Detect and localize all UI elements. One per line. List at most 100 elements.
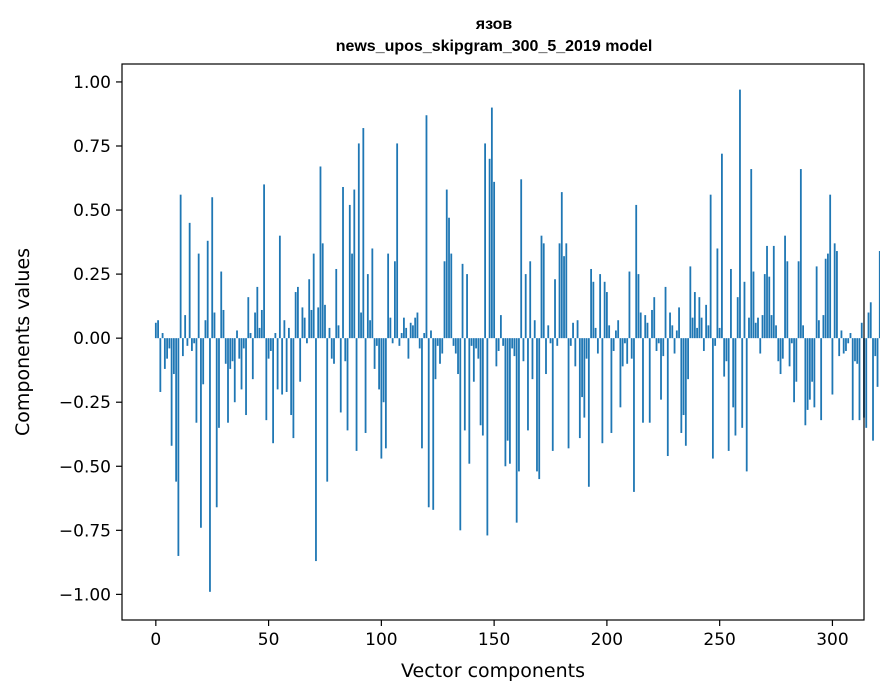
bar xyxy=(858,338,861,421)
bar xyxy=(463,338,466,431)
bar xyxy=(772,245,775,339)
bar xyxy=(378,338,380,390)
bar xyxy=(743,281,746,339)
bar xyxy=(533,320,536,339)
x-tick-label: 300 xyxy=(816,630,848,650)
y-tick-label: 1.00 xyxy=(73,73,111,93)
bar xyxy=(297,286,299,339)
bar xyxy=(330,338,333,359)
bar xyxy=(351,253,353,339)
bar xyxy=(639,312,642,339)
bar xyxy=(777,338,780,362)
bar xyxy=(827,253,829,339)
bar xyxy=(382,338,385,403)
bar xyxy=(876,338,879,387)
bar xyxy=(414,317,417,339)
bar xyxy=(750,169,753,339)
bar xyxy=(227,338,229,423)
bar xyxy=(854,338,856,362)
bar xyxy=(337,325,340,339)
bar xyxy=(833,243,836,339)
x-tick-label: 200 xyxy=(591,630,623,650)
bar xyxy=(797,261,800,339)
bar xyxy=(554,279,556,339)
bar xyxy=(269,338,272,351)
bar xyxy=(285,338,288,392)
bar xyxy=(502,338,505,346)
bar xyxy=(389,317,392,339)
bar xyxy=(497,338,500,351)
bar xyxy=(222,309,225,339)
bar xyxy=(838,338,841,357)
bar xyxy=(730,268,732,339)
bar xyxy=(477,338,480,359)
x-tick-label: 100 xyxy=(365,630,397,650)
bar xyxy=(781,338,784,359)
bar xyxy=(822,315,825,339)
bar xyxy=(574,338,577,367)
bar xyxy=(202,338,205,385)
bar xyxy=(157,320,159,339)
bar xyxy=(585,338,588,359)
bar xyxy=(209,338,211,592)
bar xyxy=(545,338,547,375)
bar xyxy=(581,338,583,398)
bar xyxy=(522,338,525,362)
bar xyxy=(398,338,401,346)
bar xyxy=(829,194,832,339)
bar xyxy=(549,338,552,344)
bar xyxy=(472,338,475,382)
bar xyxy=(231,338,234,362)
bar xyxy=(851,338,854,421)
bar xyxy=(799,169,802,339)
bar xyxy=(193,338,196,344)
bar xyxy=(299,338,302,382)
bar xyxy=(366,274,369,339)
bar xyxy=(488,158,491,339)
bar xyxy=(678,307,680,339)
bar xyxy=(326,338,329,482)
bar xyxy=(856,338,859,364)
bar xyxy=(624,338,626,344)
bar xyxy=(657,338,660,344)
bar xyxy=(775,325,777,339)
bar xyxy=(680,338,683,433)
bar xyxy=(768,276,771,339)
bar xyxy=(673,338,676,354)
bar xyxy=(599,274,602,339)
y-tick-label: 0.25 xyxy=(73,265,111,285)
bar xyxy=(524,274,527,339)
bar xyxy=(700,317,703,339)
bar xyxy=(761,315,764,339)
bar xyxy=(445,189,448,339)
bar xyxy=(745,338,748,472)
bar xyxy=(739,89,741,339)
bar xyxy=(752,271,755,339)
bar xyxy=(820,338,823,421)
bar xyxy=(499,315,502,339)
bar xyxy=(847,338,850,344)
bar xyxy=(727,338,730,451)
bar xyxy=(224,338,227,364)
bar xyxy=(384,338,387,449)
bar xyxy=(283,320,286,339)
bar xyxy=(608,325,611,339)
bar xyxy=(211,197,214,339)
bar xyxy=(795,338,798,382)
bar xyxy=(664,286,667,339)
bar xyxy=(163,338,166,369)
bar xyxy=(466,274,468,339)
bar xyxy=(475,338,477,349)
bar xyxy=(175,338,178,482)
bar xyxy=(328,327,331,339)
bar xyxy=(802,325,804,339)
bar xyxy=(560,192,563,339)
bar xyxy=(813,338,816,408)
bars-group xyxy=(154,89,880,592)
bar xyxy=(635,204,638,339)
bar xyxy=(238,338,241,359)
bar xyxy=(565,243,568,339)
bar xyxy=(418,338,421,349)
bar xyxy=(247,297,250,339)
bar xyxy=(423,333,426,339)
